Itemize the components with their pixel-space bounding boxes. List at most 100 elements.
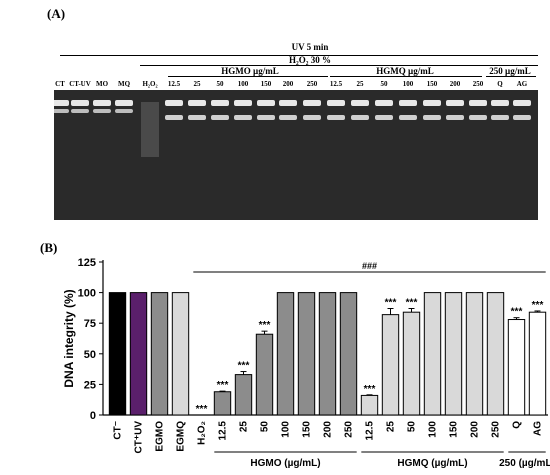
bar <box>255 333 274 416</box>
gel-band <box>257 115 275 120</box>
category-label: 200 <box>323 421 334 438</box>
gel-band <box>513 115 531 120</box>
gel-band <box>303 100 321 106</box>
bar <box>150 292 169 416</box>
star-label: *** <box>385 298 397 309</box>
gel-lane-label: 25 <box>356 80 364 88</box>
y-tick-label: 125 <box>78 257 96 269</box>
hgmo-group-line <box>168 76 328 77</box>
gel-band <box>115 100 133 106</box>
y-tick-label: 25 <box>84 379 96 391</box>
panel-b-label: (B) <box>40 240 58 255</box>
bar <box>528 311 547 416</box>
gel-bands <box>51 100 531 157</box>
star-label: *** <box>364 384 376 395</box>
category-label: CT⁺UV <box>134 421 145 454</box>
gel-band <box>327 115 345 120</box>
y-tick-label: 75 <box>84 318 96 330</box>
category-label: 100 <box>281 421 292 438</box>
gel-image <box>51 90 538 220</box>
h2o2-header: H₂O₂ 30 % <box>289 55 331 65</box>
gel-lane-label: CT <box>55 80 65 88</box>
bar <box>213 391 232 416</box>
gel-band <box>115 109 133 113</box>
bar <box>444 292 463 416</box>
category-label: 150 <box>302 421 313 438</box>
gel-lane-label: 100 <box>237 80 249 88</box>
category-label: CT⁻ <box>113 421 124 440</box>
gel-lane-label: 25 <box>193 80 201 88</box>
gel-band <box>446 100 464 106</box>
star-label: *** <box>406 298 418 309</box>
star-label: *** <box>238 361 250 372</box>
y-axis-label: DNA integrity (%) <box>62 289 76 387</box>
gel-band <box>351 100 369 106</box>
gel-band <box>51 100 69 106</box>
category-label: 12.5 <box>218 421 229 441</box>
category-label: H₂O₂ <box>197 421 208 445</box>
hgmo-group-label: HGMO µg/mL <box>221 66 279 76</box>
bar <box>360 394 379 416</box>
bar <box>507 319 526 416</box>
gel-band <box>351 115 369 120</box>
gel-band <box>165 100 183 106</box>
gel-band <box>257 100 275 106</box>
category-label: 25 <box>239 421 250 433</box>
gel-band <box>71 109 89 113</box>
bar <box>402 311 421 416</box>
gel-band <box>165 115 183 120</box>
star-label: *** <box>532 300 544 311</box>
gel-band <box>469 115 487 120</box>
gel-band <box>375 100 393 106</box>
gel-band <box>303 115 321 120</box>
group-label: HGMQ (µg/mL) <box>397 458 467 469</box>
gel-lane-label: Q <box>497 80 503 88</box>
category-label: 150 <box>449 421 460 438</box>
gel-band <box>446 115 464 120</box>
gel-band <box>71 100 89 106</box>
bar <box>465 292 484 416</box>
gel-lane-label: 250 <box>472 80 484 88</box>
gel-band <box>211 100 229 106</box>
gel-band <box>234 115 252 120</box>
gel-band <box>51 109 69 113</box>
y-tick-label: 100 <box>78 288 96 300</box>
star-label: *** <box>259 320 271 331</box>
gel-band <box>327 100 345 106</box>
category-label: Q <box>512 421 523 429</box>
category-label: 100 <box>428 421 439 438</box>
category-label: EGMQ <box>176 421 187 452</box>
bar <box>318 292 337 416</box>
bar <box>234 374 253 416</box>
group-label: HGMO (µg/mL) <box>250 458 320 469</box>
bar <box>108 292 127 416</box>
significance-label: ### <box>362 261 377 271</box>
gel-lane-label: 200 <box>282 80 294 88</box>
panel-a-label: (A) <box>47 6 66 21</box>
gel-lane-label: MQ <box>117 80 131 88</box>
gel-band <box>188 100 206 106</box>
gel-lane-label: AG <box>516 80 528 88</box>
hgmq-group-line <box>330 76 482 77</box>
gel-band <box>375 115 393 120</box>
uv-header: UV 5 min <box>291 42 329 52</box>
bar <box>171 292 190 416</box>
gel-lane-label: 50 <box>380 80 388 88</box>
category-label: 25 <box>386 421 397 433</box>
gel-lane-label: 250 <box>306 80 318 88</box>
category-label: 50 <box>260 421 271 433</box>
gel-lane-label: 12.5 <box>329 80 343 88</box>
bar <box>423 292 442 416</box>
h2o2-header-line <box>140 65 538 66</box>
dna-integrity-chart: 0 25 50 75 100 125 DNA integrity (%) ### CT⁻ CT⁺U… <box>62 257 550 469</box>
gel-band <box>491 100 509 106</box>
group-250-label: 250 µg/mL <box>489 66 531 76</box>
category-label: 200 <box>470 421 481 438</box>
group-250-line <box>486 76 536 77</box>
gel-lane-label: MO <box>95 80 109 88</box>
gel-band <box>188 115 206 120</box>
gel-band <box>93 109 111 113</box>
category-label: 250 <box>344 421 355 438</box>
gel-lane-label: 12.5 <box>167 80 181 88</box>
gel-lane-label: CT-UV <box>69 80 91 88</box>
